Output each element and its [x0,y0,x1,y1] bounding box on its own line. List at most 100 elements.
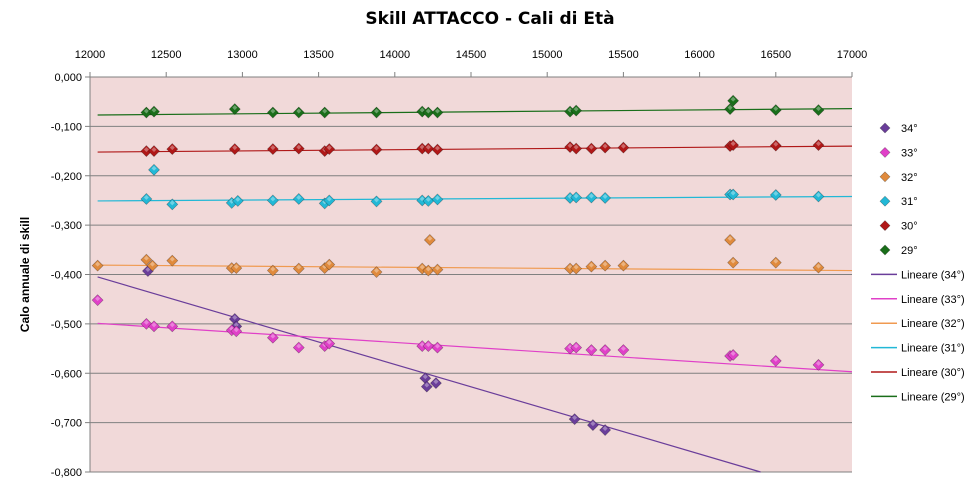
data-point [148,145,160,157]
chart-title: Skill ATTACCO - Cali di Età [365,9,614,29]
data-point [769,104,782,117]
data-point [370,266,383,278]
data-point [416,194,429,207]
data-point [812,261,825,274]
data-point [422,106,435,119]
x-tick-label: 17000 [837,49,868,61]
data-point [431,106,444,119]
data-point [148,105,160,118]
data-point [430,377,442,390]
legend-label: Lineare (33°) [901,294,965,306]
legend-label: 32° [901,172,918,184]
y-tick-label: -0,400 [51,270,82,282]
y-tick-label: -0,700 [51,418,82,430]
legend: 34° 33° 32° 31° 30° 29° Lineare (34°) Lineare (… [871,122,965,403]
data-point [585,142,598,155]
data-point [431,341,444,354]
trendline [97,264,853,272]
data-point [585,344,598,356]
data-point [228,143,241,156]
data-point [323,337,336,350]
data-point [431,143,444,156]
data-point [423,234,436,246]
data-point [148,163,160,176]
legend-label: 34° [901,123,918,135]
legend-marker [879,122,891,134]
legend-label: 31° [901,196,918,208]
data-point [292,341,305,354]
legend-label: Lineare (30°) [901,367,965,379]
data-point [420,380,433,393]
x-tick-label: 13000 [227,49,258,61]
legend-label: Lineare (32°) [901,318,965,330]
data-point [230,325,243,338]
data-point [599,344,612,356]
data-point [727,349,740,361]
data-point [292,142,305,155]
data-point [769,189,782,201]
data-point [422,264,435,277]
legend-marker [879,220,891,232]
data-point [266,194,279,207]
y-tick-label: -0,800 [51,467,82,479]
trendline [97,195,853,202]
x-tick-label: 16000 [684,49,715,61]
data-point [166,143,179,156]
data-point [140,253,153,266]
data-point [568,413,581,426]
data-point [323,194,336,207]
data-point [812,190,825,203]
legend-entry: Lineare (34°) [871,269,965,281]
data-point [370,143,383,156]
data-point [228,103,241,116]
data-point [570,262,583,275]
trendline [97,276,761,473]
data-point [570,142,583,155]
x-tick-label: 13500 [303,49,334,61]
x-tick-label: 15000 [532,49,563,61]
data-point [724,103,737,116]
x-tick-label: 12500 [151,49,182,61]
data-point [727,188,740,201]
data-point [419,372,432,385]
data-point [140,193,153,205]
legend-entry: 33° [879,146,918,159]
data-point [292,106,305,119]
data-point [570,191,583,204]
data-point [323,143,336,156]
legend-entry: Lineare (30°) [871,367,965,379]
x-tick-label: 12000 [75,49,106,61]
data-point [727,139,740,152]
legend-entry: 31° [879,195,918,208]
legend-entry: Lineare (33°) [871,294,965,306]
data-point [585,191,598,204]
y-tick-label: -0,600 [51,368,82,380]
data-points [91,94,825,436]
data-point [166,320,179,333]
trendline [97,322,853,373]
data-point [140,145,153,157]
data-point [422,142,435,155]
data-point [617,344,630,356]
data-point [812,104,825,117]
y-axis-label: Calo annuale di skill [18,217,32,332]
data-point [599,192,612,204]
legend-entry: Lineare (31°) [871,343,965,355]
data-point [769,139,782,152]
x-tick-label: 14000 [380,49,411,61]
legend-label: 33° [901,147,918,159]
data-point [586,419,599,432]
legend-marker [879,146,891,158]
data-point [323,258,336,271]
data-point [292,193,305,205]
legend-entry: 29° [879,244,918,257]
data-point [148,320,160,333]
data-point [599,259,612,272]
data-point [370,195,383,208]
data-point [812,358,825,371]
x-tick-label: 15500 [608,49,639,61]
data-point [266,331,279,344]
legend-label: Lineare (34°) [901,269,965,281]
axes: 0,000 -0,100 -0,200 -0,300 -0,400 -0,500 -0,60… [51,49,868,479]
